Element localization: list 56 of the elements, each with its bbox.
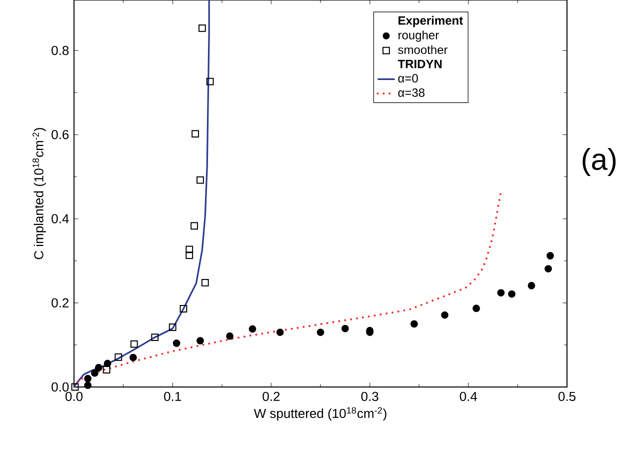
x-tick-label: 0.2 bbox=[262, 392, 280, 402]
point bbox=[180, 305, 188, 312]
point bbox=[410, 320, 418, 328]
point bbox=[341, 324, 349, 332]
point bbox=[206, 78, 214, 86]
legend-label: rougher bbox=[398, 30, 439, 42]
point bbox=[226, 332, 234, 340]
legend-label: α=0 bbox=[398, 74, 418, 83]
point bbox=[91, 369, 98, 377]
point bbox=[546, 252, 554, 260]
legend-label: α=38 bbox=[398, 88, 425, 97]
point bbox=[129, 354, 137, 362]
point bbox=[248, 325, 256, 333]
point bbox=[186, 246, 194, 254]
x-tick-label: 0.1 bbox=[164, 392, 182, 402]
point bbox=[276, 328, 284, 336]
annotation: TRIDYN bbox=[398, 60, 442, 68]
y-tick-label: 0.2 bbox=[52, 298, 69, 308]
x-tick-label: 0.3 bbox=[361, 392, 378, 402]
point bbox=[84, 382, 92, 390]
point bbox=[472, 304, 480, 312]
point bbox=[441, 311, 448, 319]
point bbox=[71, 383, 79, 391]
x-tick-label: 0.4 bbox=[460, 392, 478, 402]
legend-label: smoother bbox=[398, 45, 448, 54]
point bbox=[151, 334, 159, 342]
point bbox=[94, 364, 102, 372]
point bbox=[130, 340, 138, 348]
point bbox=[172, 340, 180, 347]
x-axis-title: W sputtered (10$^{18}$cm$^{-2}$) bbox=[254, 407, 386, 421]
point bbox=[84, 374, 92, 382]
point bbox=[196, 337, 204, 344]
y-tick-label: 0.8 bbox=[52, 46, 69, 56]
y-axis-title: C implanted (10$^{18}$cm$^{-2}$) bbox=[32, 128, 46, 260]
point bbox=[544, 265, 552, 272]
y-tick-label: 0.4 bbox=[52, 214, 69, 224]
line-series bbox=[74, 0, 210, 387]
x-tick-label: 0.0 bbox=[65, 392, 83, 402]
point bbox=[316, 328, 324, 336]
point bbox=[508, 290, 516, 298]
legend-title: Experiment bbox=[398, 16, 463, 28]
point bbox=[186, 252, 194, 260]
x-tick-label: 0.5 bbox=[558, 392, 576, 402]
point bbox=[190, 222, 198, 230]
y-tick-label: 0.6 bbox=[52, 130, 69, 140]
point bbox=[196, 176, 204, 184]
point bbox=[114, 353, 122, 361]
point bbox=[102, 366, 110, 374]
point bbox=[192, 130, 199, 138]
point bbox=[528, 282, 536, 290]
text: (a) bbox=[582, 148, 616, 176]
point bbox=[497, 289, 505, 296]
y-tick-label: 0.0 bbox=[52, 382, 69, 392]
point bbox=[201, 278, 209, 286]
point bbox=[168, 324, 176, 331]
point bbox=[198, 24, 206, 32]
